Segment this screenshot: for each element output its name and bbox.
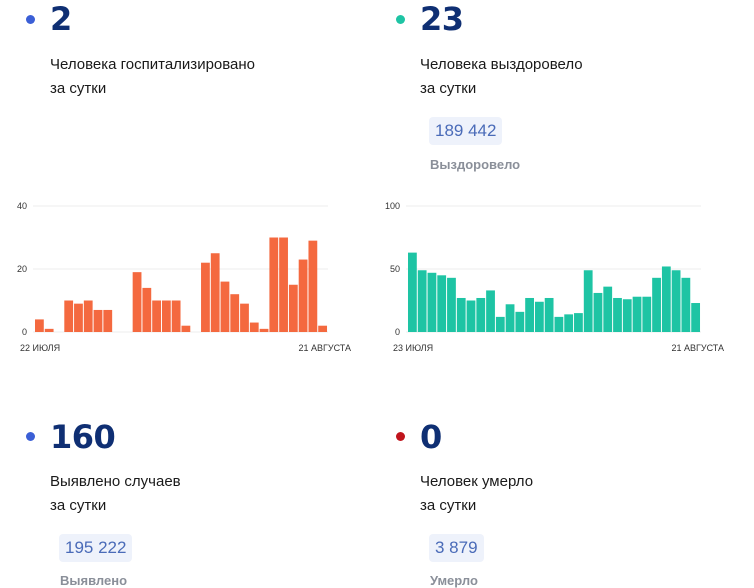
hospitalized-label: Человека госпитализировано	[50, 56, 256, 73]
hospitalized-chart: 0 20 40 22 ИЮЛЯ 21 АВГУСТА	[17, 201, 351, 353]
bar	[652, 277, 661, 332]
bar	[437, 275, 447, 332]
deaths-sublabel: за сутки	[420, 497, 477, 514]
status-dot	[26, 432, 35, 441]
bar	[515, 311, 525, 332]
x-start-label: 23 ИЮЛЯ	[393, 343, 433, 353]
bar	[152, 300, 161, 332]
hospitalized-value: 2	[50, 0, 72, 38]
bar	[83, 300, 93, 332]
bar	[613, 297, 622, 332]
deaths-total-badge: 3 879	[429, 534, 484, 562]
deaths-value: 0	[420, 418, 442, 456]
bar	[269, 237, 279, 332]
bar	[181, 325, 191, 332]
bar	[427, 272, 437, 332]
bar	[456, 297, 466, 332]
bar	[466, 300, 476, 332]
bar	[210, 253, 220, 332]
bar	[544, 297, 554, 332]
bar	[171, 300, 181, 332]
bar	[64, 300, 74, 332]
x-start-label: 22 ИЮЛЯ	[20, 343, 60, 353]
bar	[417, 270, 427, 332]
bar	[525, 297, 534, 332]
cases-total-caption: Выявлено	[60, 573, 128, 588]
x-end-label: 21 АВГУСТА	[671, 343, 724, 353]
status-dot	[396, 432, 405, 441]
bar	[495, 316, 505, 332]
bar	[661, 266, 671, 332]
y-tick-label: 50	[390, 264, 400, 274]
recovered-chart: 0 50 100 23 ИЮЛЯ 21 АВГУСТА	[385, 201, 724, 353]
cases-sublabel: за сутки	[50, 497, 107, 514]
bar	[44, 328, 54, 332]
bar	[593, 292, 603, 332]
recovered-value: 23	[420, 0, 464, 38]
bar	[476, 297, 486, 332]
bar	[240, 303, 249, 332]
bar	[318, 325, 328, 332]
bar	[681, 277, 691, 332]
recovered-total-caption: Выздоровело	[430, 157, 521, 172]
cases-label: Выявлено случаев	[50, 473, 181, 490]
bar	[298, 259, 308, 332]
cases-total-badge: 195 222	[59, 534, 133, 562]
bar	[288, 284, 298, 332]
status-dot	[396, 15, 405, 24]
bar	[534, 301, 544, 332]
y-tick-label: 0	[22, 327, 27, 337]
bar	[603, 286, 613, 332]
bar	[574, 313, 583, 332]
bar	[408, 252, 417, 332]
recovered-total-badge: 189 442	[429, 117, 503, 145]
bar	[201, 262, 210, 332]
bar	[259, 328, 269, 332]
bar	[691, 303, 701, 332]
y-tick-label: 20	[17, 264, 27, 274]
bar	[103, 309, 113, 332]
deaths-label: Человек умерло	[420, 473, 534, 490]
recovered-sublabel: за сутки	[420, 80, 477, 97]
bar	[622, 299, 632, 332]
bar	[505, 304, 515, 332]
bar	[74, 303, 83, 332]
x-end-label: 21 АВГУСТА	[298, 343, 351, 353]
deaths-total-caption: Умерло	[430, 573, 478, 588]
bar	[632, 296, 642, 332]
bar	[161, 300, 171, 332]
bar	[142, 287, 152, 332]
bar	[554, 316, 564, 332]
bar	[93, 309, 103, 332]
hospitalized-sublabel: за сутки	[50, 80, 107, 97]
bar	[671, 270, 681, 332]
cases-value: 160	[50, 418, 116, 456]
y-tick-label: 40	[17, 201, 27, 211]
bar	[220, 281, 230, 332]
bar	[249, 322, 259, 332]
status-dot	[26, 15, 35, 24]
bar	[642, 296, 652, 332]
bar	[583, 270, 593, 332]
bar	[279, 237, 288, 332]
bar	[486, 290, 495, 332]
bar	[35, 319, 44, 332]
bar	[230, 294, 240, 332]
bar	[132, 272, 142, 332]
bar	[447, 277, 456, 332]
y-tick-label: 0	[395, 327, 400, 337]
y-tick-label: 100	[385, 201, 400, 211]
bar	[308, 240, 318, 332]
recovered-label: Человека выздоровело	[420, 56, 583, 73]
bar	[564, 314, 574, 332]
